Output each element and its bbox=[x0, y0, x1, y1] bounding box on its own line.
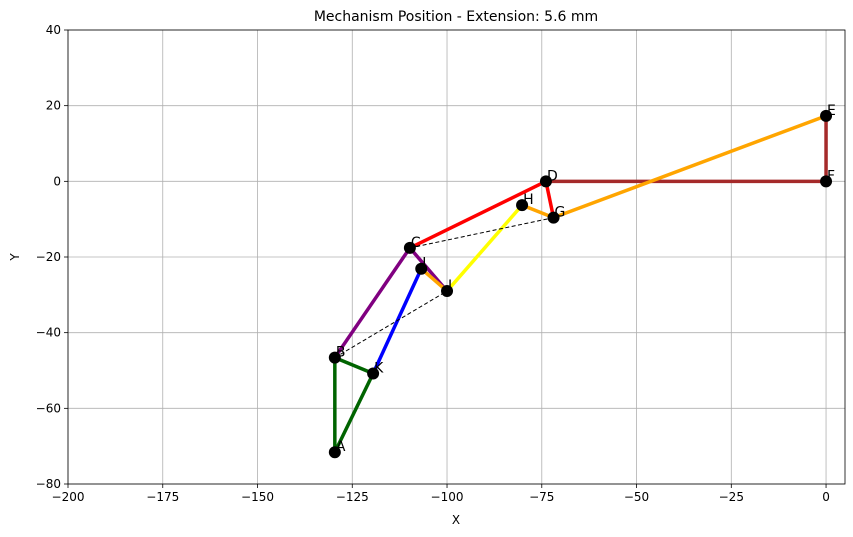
joint-label-e: E bbox=[827, 103, 836, 119]
joint-e bbox=[820, 109, 833, 122]
x-tick-label: −100 bbox=[431, 490, 464, 504]
x-tick-label: −25 bbox=[719, 490, 744, 504]
joint-b bbox=[328, 351, 341, 364]
joint-label-i: I bbox=[422, 256, 426, 272]
y-tick-label: −20 bbox=[36, 250, 61, 264]
y-tick-label: 40 bbox=[46, 23, 61, 37]
joint-c bbox=[403, 241, 416, 254]
link-a-k bbox=[333, 372, 375, 453]
joint-label-d: D bbox=[547, 168, 558, 184]
grid-lines bbox=[67, 29, 845, 485]
joint-d bbox=[539, 175, 552, 188]
x-tick-label: −175 bbox=[146, 490, 179, 504]
y-tick-label: 20 bbox=[46, 99, 61, 113]
chart-title: Mechanism Position - Extension: 5.6 mm bbox=[314, 9, 598, 25]
link-g-e bbox=[552, 114, 827, 220]
y-tick-label: 0 bbox=[53, 174, 61, 188]
joint-i bbox=[415, 262, 428, 275]
joint-g bbox=[547, 211, 560, 224]
link-d-g bbox=[544, 180, 556, 219]
joint-f bbox=[820, 175, 833, 188]
link-j-h bbox=[445, 204, 524, 293]
y-tick-label: −60 bbox=[36, 401, 61, 415]
y-axis-label: Y bbox=[8, 253, 22, 262]
x-tick-label: −150 bbox=[241, 490, 274, 504]
joint-labels: A B C D E F G H I J K bbox=[336, 103, 836, 455]
x-tick-label: 0 bbox=[822, 490, 830, 504]
joint-label-a: A bbox=[336, 439, 346, 455]
link-c-g bbox=[409, 217, 554, 249]
joint-label-c: C bbox=[411, 235, 421, 251]
joint-label-h: H bbox=[523, 192, 534, 208]
link-b-c bbox=[333, 246, 412, 359]
joint-k bbox=[367, 367, 380, 380]
joint-label-k: K bbox=[374, 361, 384, 377]
x-tick-label: −125 bbox=[336, 490, 369, 504]
joint-label-b: B bbox=[336, 345, 346, 361]
y-tick-label: −40 bbox=[36, 326, 61, 340]
axis-ticks: −200 −175 −150 −125 −100 −75 −50 −25 0−80−60−40−… bbox=[36, 23, 830, 504]
joint-label-f: F bbox=[827, 168, 835, 184]
x-axis-label: X bbox=[452, 513, 460, 527]
joint-label-j: J bbox=[447, 278, 452, 294]
joint-a bbox=[328, 446, 341, 459]
link-c-d bbox=[409, 179, 547, 250]
mechanism-links bbox=[333, 114, 828, 453]
y-tick-label: −80 bbox=[36, 477, 61, 491]
mechanism-joints bbox=[328, 109, 833, 459]
link-b-k bbox=[334, 356, 374, 376]
joint-h bbox=[516, 199, 529, 212]
joint-label-g: G bbox=[555, 205, 566, 221]
link-b-j bbox=[334, 290, 448, 359]
x-tick-label: −200 bbox=[52, 490, 85, 504]
joint-j bbox=[441, 285, 454, 298]
x-tick-label: −75 bbox=[529, 490, 554, 504]
x-tick-label: −50 bbox=[624, 490, 649, 504]
